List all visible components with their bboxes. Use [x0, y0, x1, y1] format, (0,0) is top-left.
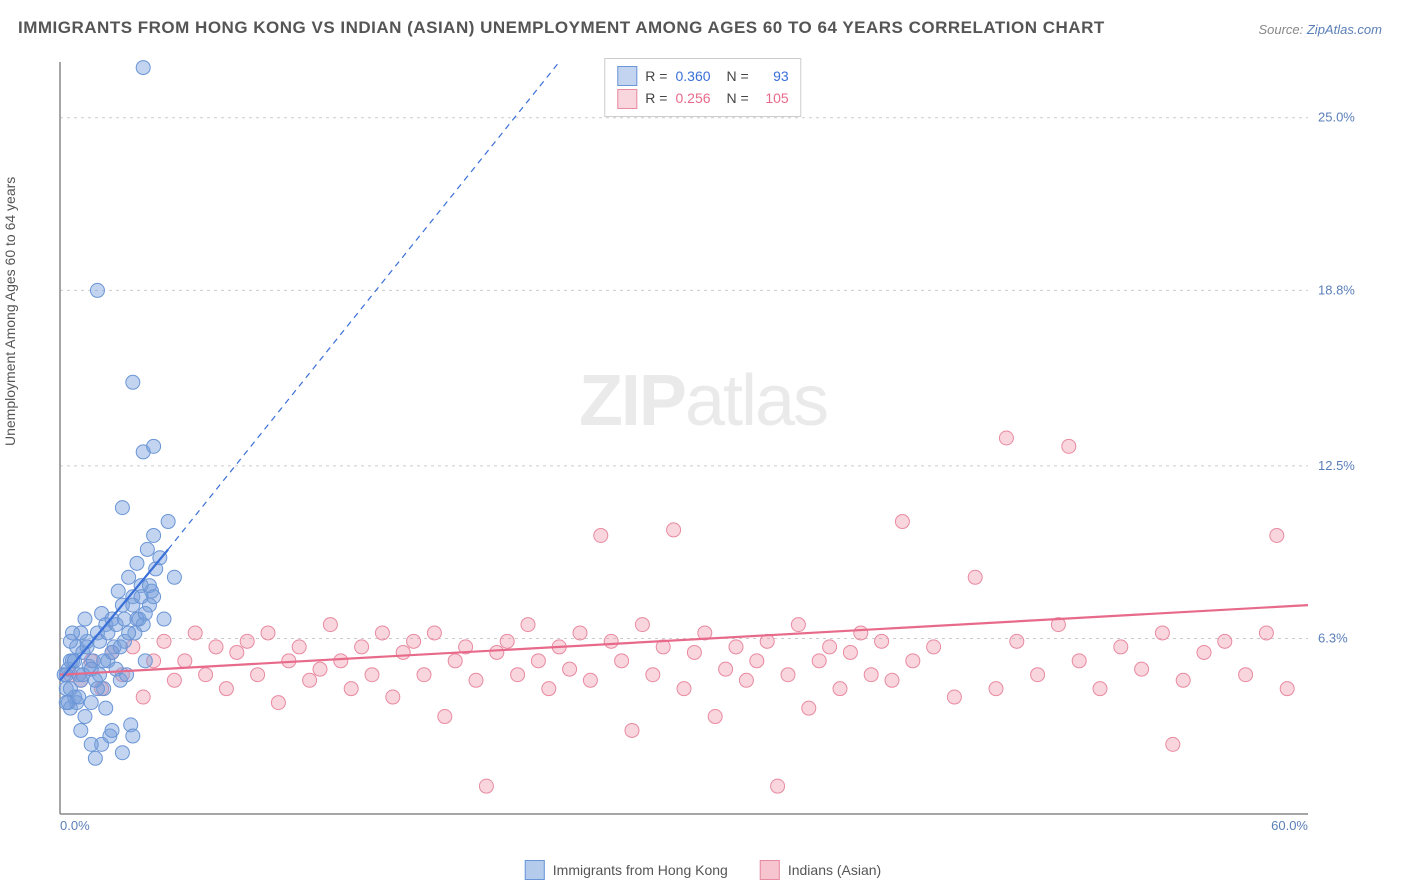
legend-swatch-icon [617, 66, 637, 86]
y-axis-label: Unemployment Among Ages 60 to 64 years [2, 177, 18, 446]
legend-stat-row: R = 0.256 N = 105 [617, 87, 788, 109]
legend-n-label: N = [727, 65, 749, 87]
source-label: Source: [1258, 22, 1306, 37]
source-attribution: Source: ZipAtlas.com [1258, 22, 1382, 37]
legend-series: Immigrants from Hong Kong Indians (Asian… [525, 860, 881, 880]
legend-n-value: 93 [757, 65, 789, 87]
legend-swatch-icon [525, 860, 545, 880]
svg-text:25.0%: 25.0% [1318, 110, 1355, 125]
svg-text:6.3%: 6.3% [1318, 631, 1348, 646]
svg-text:0.0%: 0.0% [60, 818, 90, 832]
legend-series-label: Immigrants from Hong Kong [553, 862, 728, 878]
legend-r-value: 0.256 [675, 87, 710, 109]
legend-series-item: Indians (Asian) [760, 860, 881, 880]
legend-n-label: N = [727, 87, 749, 109]
legend-swatch-icon [760, 860, 780, 880]
svg-text:12.5%: 12.5% [1318, 458, 1355, 473]
legend-r-label: R = [645, 87, 667, 109]
chart-title: IMMIGRANTS FROM HONG KONG VS INDIAN (ASI… [18, 18, 1105, 38]
chart-area: 6.3% 12.5% 18.8% 25.0% 0.0% 60.0% [52, 50, 1378, 832]
svg-text:18.8%: 18.8% [1318, 282, 1355, 297]
legend-swatch-icon [617, 89, 637, 109]
scatter-plot: 6.3% 12.5% 18.8% 25.0% 0.0% 60.0% [52, 50, 1378, 832]
source-link[interactable]: ZipAtlas.com [1307, 22, 1382, 37]
legend-r-label: R = [645, 65, 667, 87]
svg-text:60.0%: 60.0% [1271, 818, 1308, 832]
legend-r-value: 0.360 [675, 65, 710, 87]
legend-n-value: 105 [757, 87, 789, 109]
legend-series-label: Indians (Asian) [788, 862, 881, 878]
legend-series-item: Immigrants from Hong Kong [525, 860, 728, 880]
legend-stats-box: R = 0.360 N = 93 R = 0.256 N = 105 [604, 58, 801, 117]
legend-stat-row: R = 0.360 N = 93 [617, 65, 788, 87]
